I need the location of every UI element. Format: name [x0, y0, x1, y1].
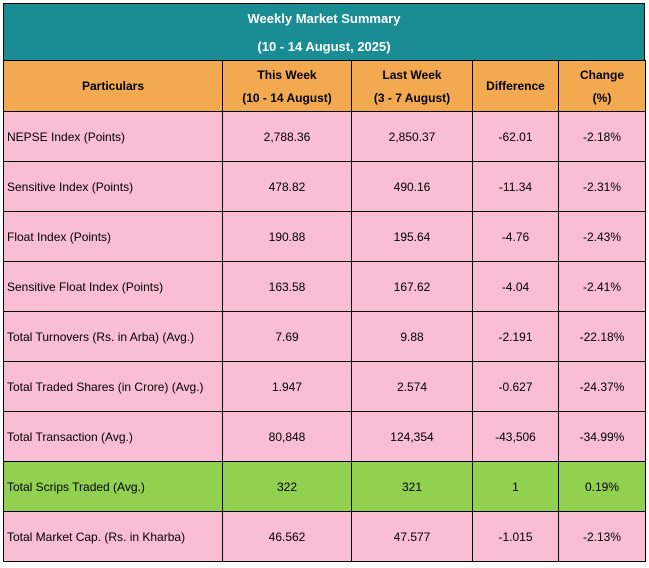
difference-value: -62.01 — [472, 111, 559, 162]
difference-value: -4.04 — [472, 261, 559, 312]
last-week-value: 2.574 — [351, 361, 473, 412]
change-value: -34.99% — [558, 411, 646, 462]
table-row: Sensitive Float Index (Points) 163.58 16… — [3, 261, 646, 312]
this-week-value: 80,848 — [222, 411, 352, 462]
table-row-highlighted: Total Scrips Traded (Avg.) 322 321 1 0.1… — [3, 461, 646, 512]
last-week-value: 9.88 — [351, 311, 473, 362]
header-this-week-label: This Week — [257, 67, 317, 82]
header-this-week-dates: (10 - 14 August) — [242, 90, 332, 105]
title-line: Weekly Market Summary — [247, 11, 401, 26]
table-row: Sensitive Index (Points) 478.82 490.16 -… — [3, 161, 646, 212]
row-label: Total Scrips Traded (Avg.) — [3, 461, 223, 512]
difference-value: 1 — [472, 461, 559, 512]
last-week-value: 124,354 — [351, 411, 473, 462]
change-value: -2.13% — [558, 511, 646, 562]
change-value: -24.37% — [558, 361, 646, 412]
header-change-label: Change — [579, 67, 624, 82]
row-label: Total Transaction (Avg.) — [3, 411, 223, 462]
last-week-value: 47.577 — [351, 511, 473, 562]
row-label: NEPSE Index (Points) — [3, 111, 223, 162]
last-week-value: 321 — [351, 461, 473, 512]
row-label: Float Index (Points) — [3, 211, 223, 262]
difference-value: -2.191 — [472, 311, 559, 362]
change-value: -2.31% — [558, 161, 646, 212]
this-week-value: 190.88 — [222, 211, 352, 262]
header-this-week: This Week (10 - 14 August) — [222, 60, 352, 112]
this-week-value: 1.947 — [222, 361, 352, 412]
this-week-value: 478.82 — [222, 161, 352, 212]
row-label: Total Turnovers (Rs. in Arba) (Avg.) — [3, 311, 223, 362]
table-row: Total Traded Shares (in Crore) (Avg.) 1.… — [3, 361, 646, 412]
this-week-value: 7.69 — [222, 311, 352, 362]
difference-value: -1.015 — [472, 511, 559, 562]
change-value: -2.43% — [558, 211, 646, 262]
last-week-value: 195.64 — [351, 211, 473, 262]
header-particulars: Particulars — [3, 60, 223, 112]
this-week-value: 322 — [222, 461, 352, 512]
table-row: Total Transaction (Avg.) 80,848 124,354 … — [3, 411, 646, 462]
row-label: Total Market Cap. (Rs. in Kharba) — [3, 511, 223, 562]
table-row: Total Market Cap. (Rs. in Kharba) 46.562… — [3, 511, 646, 562]
this-week-value: 163.58 — [222, 261, 352, 312]
table-row: Float Index (Points) 190.88 195.64 -4.76… — [3, 211, 646, 262]
difference-value: -11.34 — [472, 161, 559, 212]
change-value: -22.18% — [558, 311, 646, 362]
difference-value: -0.627 — [472, 361, 559, 412]
header-change: Change (%) — [558, 60, 646, 112]
table-row: NEPSE Index (Points) 2,788.36 2,850.37 -… — [3, 111, 646, 162]
this-week-value: 2,788.36 — [222, 111, 352, 162]
this-week-value: 46.562 — [222, 511, 352, 562]
last-week-value: 167.62 — [351, 261, 473, 312]
title-date-range: (10 - 14 August, 2025) — [257, 39, 391, 54]
header-row: Particulars This Week (10 - 14 August) L… — [3, 60, 646, 112]
header-last-week: Last Week (3 - 7 August) — [351, 60, 473, 112]
row-label: Sensitive Index (Points) — [3, 161, 223, 212]
header-change-unit: (%) — [592, 90, 612, 105]
table-row: Total Turnovers (Rs. in Arba) (Avg.) 7.6… — [3, 311, 646, 362]
header-difference: Difference — [472, 60, 559, 112]
change-value: -2.18% — [558, 111, 646, 162]
table-title: Weekly Market Summary (10 - 14 August, 2… — [3, 3, 645, 60]
header-last-week-label: Last Week — [382, 67, 442, 82]
header-last-week-dates: (3 - 7 August) — [373, 90, 451, 105]
difference-value: -43,506 — [472, 411, 559, 462]
last-week-value: 490.16 — [351, 161, 473, 212]
summary-table: Particulars This Week (10 - 14 August) L… — [3, 60, 646, 562]
difference-value: -4.76 — [472, 211, 559, 262]
last-week-value: 2,850.37 — [351, 111, 473, 162]
market-summary-table: Weekly Market Summary (10 - 14 August, 2… — [3, 3, 646, 562]
change-value: 0.19% — [558, 461, 646, 512]
row-label: Sensitive Float Index (Points) — [3, 261, 223, 312]
change-value: -2.41% — [558, 261, 646, 312]
row-label: Total Traded Shares (in Crore) (Avg.) — [3, 361, 223, 412]
